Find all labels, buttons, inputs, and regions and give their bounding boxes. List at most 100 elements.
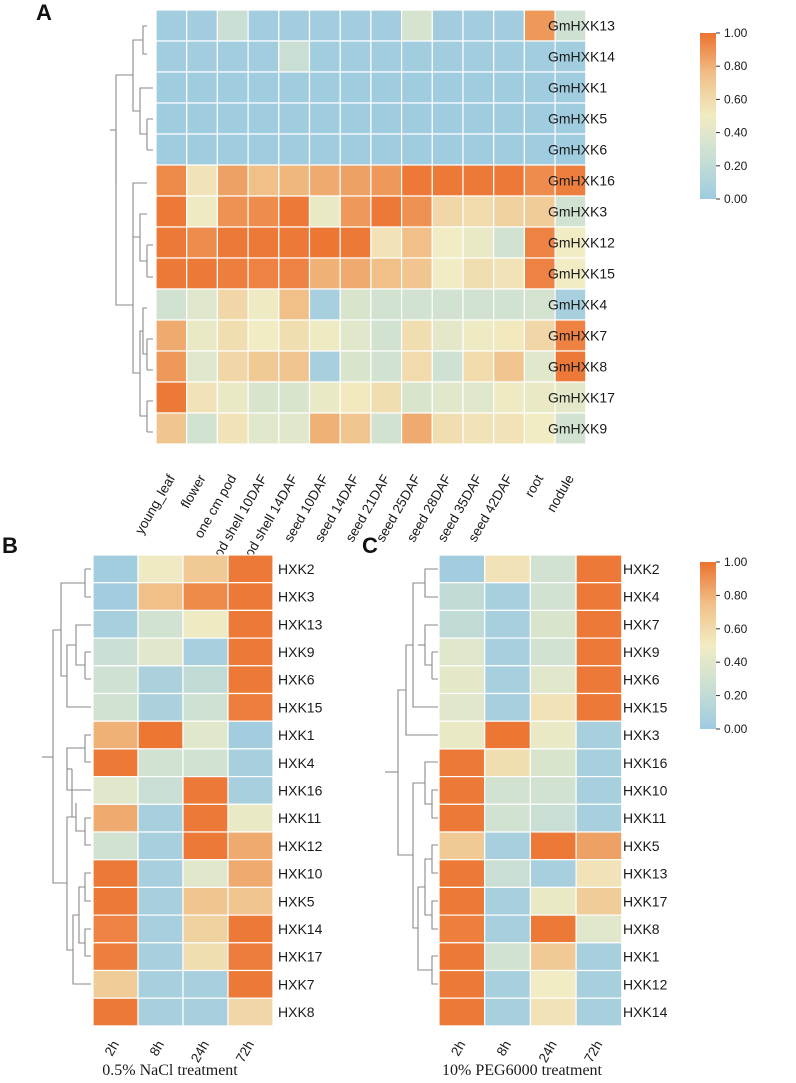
heatmap-a-cell — [554, 102, 587, 135]
legend-tick-label: 0.20 — [724, 159, 748, 173]
heatmap-a-cell — [462, 133, 495, 166]
heatmap-c-cell — [438, 748, 486, 778]
heatmap-b-cell — [227, 775, 274, 805]
heatmap-c-cell — [438, 665, 486, 695]
heatmap-b-cell — [227, 748, 274, 778]
heatmap-c-cell — [575, 692, 623, 722]
legend-tick-label: 0.40 — [724, 655, 748, 669]
heatmap-a-cell — [523, 133, 556, 166]
heatmap-b-cell — [137, 692, 184, 722]
heatmap-c-cell — [575, 886, 623, 916]
heatmap-c-cell — [438, 554, 486, 584]
heatmap-b-cell — [182, 914, 229, 944]
heatmap-a-cell — [554, 381, 587, 414]
heatmap-a-cell — [339, 133, 372, 166]
heatmap-c-row-label: HXK13 — [623, 866, 668, 882]
heatmap-b-cell — [227, 942, 274, 972]
heatmap-c-row-label: HXK3 — [623, 727, 660, 743]
heatmap-a-cell — [401, 133, 433, 166]
heatmap-c-cell — [575, 775, 623, 805]
heatmap-a-row-label: GmHXK5 — [548, 111, 607, 127]
heatmap-b-cell — [227, 637, 274, 667]
heatmap-a-column-label: young_leaf — [132, 472, 178, 537]
heatmap-c-cell — [575, 803, 623, 833]
heatmap-a-cell — [155, 133, 188, 166]
heatmap-a-cell — [278, 133, 311, 166]
heatmap-b-cell — [92, 637, 139, 667]
heatmap-a-cell — [523, 381, 556, 414]
heatmap-a-cell — [155, 195, 188, 228]
heatmap-a-cell — [339, 319, 372, 352]
heatmap-c-cell — [529, 969, 577, 999]
heatmap-a-cell — [493, 319, 526, 352]
heatmap-b-cell — [227, 831, 274, 861]
heatmap-b-cell — [182, 720, 229, 750]
heatmap-c-cell — [438, 637, 486, 667]
legend-tick-label: 0.60 — [724, 92, 748, 106]
heatmap-a-cell — [216, 381, 249, 414]
heatmap-a-cell — [431, 195, 464, 228]
heatmap-a-cell — [339, 226, 372, 259]
heatmap-a-cell — [247, 195, 280, 228]
heatmap-a-cell — [401, 164, 433, 197]
heatmap-c-cell — [438, 997, 486, 1027]
heatmap-b-cell — [92, 886, 139, 916]
heatmap-a-cell — [431, 9, 464, 42]
heatmap-c-cell — [438, 969, 486, 999]
panel-letter-b: B — [2, 533, 18, 558]
heatmap-a-cell — [401, 381, 433, 414]
heatmap-a-cell — [278, 412, 311, 445]
heatmap-a-cell — [247, 71, 280, 104]
heatmap-a-cell — [278, 102, 311, 135]
heatmap-b-cell — [182, 831, 229, 861]
heatmap-a-row-label: GmHXK6 — [548, 142, 607, 158]
heatmap-c-cell — [484, 831, 532, 861]
heatmap-a-cell — [401, 350, 433, 383]
heatmap-b-cell — [137, 859, 184, 889]
heatmap-a-row-label: GmHXK3 — [548, 204, 607, 220]
heatmap-c-cell — [484, 554, 532, 584]
heatmap-a-column-label: flower — [178, 472, 209, 511]
heatmap-a-cell — [278, 288, 311, 321]
heatmap-a-cell — [155, 226, 188, 259]
heatmap-b-cell — [182, 969, 229, 999]
heatmap-a-cell — [554, 319, 587, 352]
heatmap-b-row-label: HXK10 — [278, 866, 323, 882]
heatmap-b-column-label: 24h — [188, 1038, 212, 1065]
heatmap-b-cell — [182, 775, 229, 805]
heatmap-a-cell — [247, 350, 280, 383]
heatmap-a-cell — [155, 412, 188, 445]
heatmap-b-cell — [137, 554, 184, 584]
heatmap-a-cell — [370, 195, 403, 228]
heatmap-a-cell — [554, 350, 587, 383]
heatmap-c-cell — [484, 886, 532, 916]
heatmap-a-cell — [493, 257, 526, 290]
heatmap-a-cell — [401, 71, 433, 104]
heatmap-c-cell — [484, 859, 532, 889]
heatmap-a-cell — [186, 102, 218, 135]
heatmap-a-row-label: GmHXK1 — [548, 80, 607, 96]
color-legend-top: 1.00 0.80 0.60 0.40 0.20 0.00 — [700, 26, 748, 206]
heatmap-b-row-labels: HXK2 HXK3 HXK13 HXK9 HXK6 HXK15 HXK1 HXK4 HXK16 H… — [278, 561, 323, 1020]
heatmap-c-cell — [575, 720, 623, 750]
heatmap-a-cell — [431, 288, 464, 321]
heatmap-a-cell — [247, 133, 280, 166]
heatmap-b-row-label: HXK7 — [278, 976, 315, 992]
heatmap-b-cell — [182, 554, 229, 584]
heatmap-a-cell — [308, 381, 341, 414]
legend-tick-label: 0.60 — [724, 622, 748, 636]
heatmap-a-cell — [155, 257, 188, 290]
heatmap-c-cell — [575, 609, 623, 639]
heatmap-b-column-label: 2h — [102, 1038, 123, 1059]
legend-tick-label: 0.00 — [724, 192, 748, 206]
heatmap-a-cell — [370, 133, 403, 166]
heatmap-a-cell — [155, 102, 188, 135]
heatmap-b-cell — [227, 969, 274, 999]
heatmap-a-cell — [339, 71, 372, 104]
heatmap-b-cell — [227, 803, 274, 833]
heatmap-c-cell — [438, 720, 486, 750]
heatmap-a-cell — [247, 288, 280, 321]
heatmap-c-row-label: HXK16 — [623, 755, 668, 771]
heatmap-c-cell — [438, 859, 486, 889]
heatmap-a-cell — [462, 71, 495, 104]
